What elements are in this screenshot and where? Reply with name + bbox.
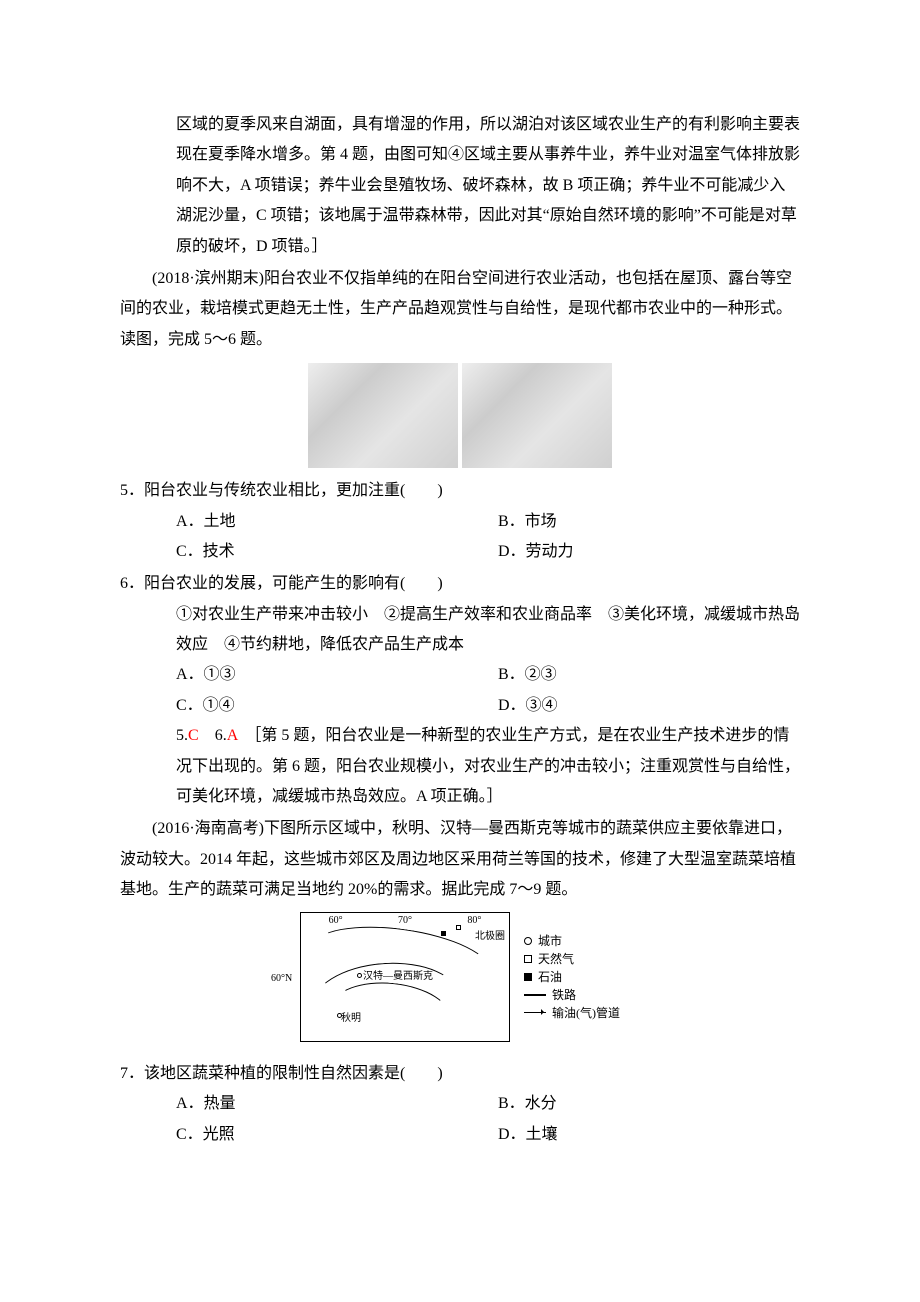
q7-opt-a: A．热量: [176, 1089, 478, 1119]
legend-gas-icon: [524, 955, 532, 963]
legend-pipe-icon: [524, 1012, 546, 1013]
city-dot-1: [357, 973, 362, 978]
q5-opt-d: D．劳动力: [498, 537, 800, 567]
map-figure: 60° 70° 80° 北极圈 60°N 汉特—曼西斯克 秋明 城市 天然气 石…: [120, 912, 800, 1053]
tick-70: 70°: [398, 911, 412, 930]
q6-opt-a: A．①③: [176, 660, 478, 690]
legend-city-icon: [524, 937, 532, 945]
photo-rooftop-farming: [462, 363, 612, 468]
passage-2: (2018·滨州期末)阳台农业不仅指单纯的在阳台空间进行农业活动，也包括在屋顶、…: [120, 264, 800, 355]
q6-options: A．①③ B．②③ C．①④ D．③④: [120, 660, 800, 721]
legend-pipe-label: 输油(气)管道: [552, 1004, 620, 1022]
q6-opt-c: C．①④: [176, 691, 478, 721]
gas-dot: [456, 925, 461, 930]
legend-pipe: 输油(气)管道: [524, 1004, 620, 1022]
q5-options: A．土地 B．市场 C．技术 D．劳动力: [120, 507, 800, 568]
legend-oil: 石油: [524, 968, 620, 986]
ans56-explanation: ［第 5 题，阳台农业是一种新型的农业生产方式，是在农业生产技术进步的情况下出现…: [176, 727, 800, 805]
legend-gas: 天然气: [524, 950, 620, 968]
legend-gas-label: 天然气: [538, 950, 574, 968]
q5-stem: 5．阳台农业与传统农业相比，更加注重( ): [120, 476, 800, 506]
legend-oil-label: 石油: [538, 968, 562, 986]
arctic-circle-label: 北极圈: [475, 927, 505, 946]
q7-opt-b: B．水分: [498, 1089, 800, 1119]
photo-balcony-plants: [308, 363, 458, 468]
intro-paragraph: 区域的夏季风来自湖面，具有增湿的作用，所以湖泊对该区域农业生产的有利影响主要表现…: [176, 110, 800, 262]
tick-60: 60°: [329, 911, 343, 930]
ans6-label: 6.: [215, 727, 227, 744]
q7-opt-d: D．土壤: [498, 1120, 800, 1150]
q6-opt-b: B．②③: [498, 660, 800, 690]
q6-opt-d: D．③④: [498, 691, 800, 721]
q7-stem: 7．该地区蔬菜种植的限制性自然因素是( ): [120, 1059, 800, 1089]
legend-rail-label: 铁路: [552, 986, 576, 1004]
q7-options: A．热量 B．水分 C．光照 D．土壤: [120, 1089, 800, 1150]
q7-opt-c: C．光照: [176, 1120, 478, 1150]
legend-city: 城市: [524, 932, 620, 950]
q5-opt-b: B．市场: [498, 507, 800, 537]
ans5-label: 5.: [176, 727, 188, 744]
ans6-value: A: [227, 727, 238, 744]
q6-choices-line: ①对农业生产带来冲击较小 ②提高生产效率和农业商品率 ③美化环境，减缓城市热岛效…: [176, 600, 800, 661]
map-legend: 城市 天然气 石油 铁路 输油(气)管道: [524, 932, 620, 1022]
passage-3: (2016·海南高考)下图所示区域中，秋明、汉特—曼西斯克等城市的蔬菜供应主要依…: [120, 814, 800, 905]
q6-stem: 6．阳台农业的发展，可能产生的影响有( ): [120, 569, 800, 599]
q5-opt-a: A．土地: [176, 507, 478, 537]
q5-opt-c: C．技术: [176, 537, 478, 567]
figure-photos: [120, 363, 800, 468]
lat-60n-label: 60°N: [271, 969, 292, 988]
legend-rail: 铁路: [524, 986, 620, 1004]
legend-rail-icon: [524, 994, 546, 996]
answers-5-6: 5.C 6.A ［第 5 题，阳台农业是一种新型的农业生产方式，是在农业生产技术…: [176, 721, 800, 812]
legend-oil-icon: [524, 973, 532, 981]
oil-dot: [441, 931, 446, 936]
legend-city-label: 城市: [538, 932, 562, 950]
ans5-value: C: [188, 727, 199, 744]
map-box: 60° 70° 80° 北极圈 60°N 汉特—曼西斯克 秋明: [300, 912, 510, 1042]
city-dot-2: [337, 1013, 342, 1018]
